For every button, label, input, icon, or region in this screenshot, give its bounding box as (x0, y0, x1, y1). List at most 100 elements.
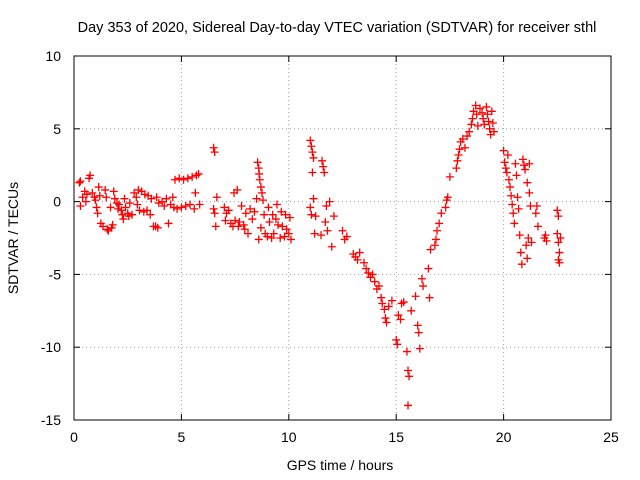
data-point (224, 206, 233, 215)
data-point (94, 183, 103, 192)
data-point (271, 215, 280, 224)
data-point (503, 151, 512, 160)
data-point (243, 229, 252, 238)
data-point (234, 222, 243, 231)
data-point (553, 229, 562, 238)
data-point (237, 201, 246, 210)
y-tick-label: -5 (49, 266, 62, 282)
data-point (120, 194, 129, 203)
data-point (221, 216, 230, 225)
data-point (359, 258, 368, 267)
data-point (414, 328, 423, 337)
data-point (484, 117, 493, 126)
data-point (488, 118, 497, 127)
data-point (524, 234, 533, 242)
data-point (516, 248, 525, 257)
x-tick-label: 5 (178, 429, 186, 445)
data-point (318, 156, 327, 165)
data-point (541, 231, 550, 240)
data-point (308, 148, 317, 157)
data-point (255, 175, 264, 184)
data-point (502, 168, 511, 177)
data-point (175, 174, 184, 183)
data-point (482, 102, 491, 111)
data-point (75, 178, 84, 187)
data-point (487, 107, 496, 116)
y-tick-label: -10 (41, 339, 61, 355)
data-point (405, 372, 414, 381)
data-point (119, 215, 128, 224)
data-point (411, 292, 420, 301)
data-point (531, 209, 540, 218)
data-point (160, 201, 169, 210)
data-point (231, 216, 240, 225)
data-point (471, 101, 480, 110)
y-tick-label: 10 (45, 48, 61, 64)
data-point (485, 124, 494, 133)
data-point (480, 120, 489, 129)
data-point (256, 183, 265, 192)
data-point (308, 168, 317, 177)
data-point (92, 203, 101, 212)
data-point (527, 238, 536, 247)
data-point (515, 231, 524, 240)
data-point (453, 156, 462, 165)
data-point (415, 344, 424, 353)
data-point (441, 203, 450, 212)
data-point (517, 260, 526, 269)
data-point (512, 171, 521, 180)
data-point (355, 248, 364, 257)
data-point (520, 161, 529, 170)
data-point (146, 210, 155, 219)
data-point (404, 366, 413, 375)
data-point (280, 232, 289, 241)
data-point (152, 193, 161, 202)
data-point (425, 293, 434, 302)
data-point (135, 206, 144, 215)
data-point (276, 234, 285, 242)
data-point (323, 226, 332, 235)
data-point (508, 200, 517, 209)
data-point (241, 209, 250, 218)
data-points (75, 101, 565, 410)
data-point (402, 347, 411, 356)
data-point (277, 207, 286, 216)
data-point (211, 222, 220, 231)
data-point (110, 194, 119, 203)
data-point (506, 183, 515, 192)
data-point (106, 203, 115, 212)
data-point (130, 188, 139, 197)
data-point (501, 164, 510, 173)
data-point (210, 209, 219, 218)
data-point (209, 204, 218, 213)
data-point (396, 315, 405, 324)
data-point (233, 185, 242, 194)
data-point (254, 235, 263, 244)
data-point (256, 223, 265, 232)
data-point (463, 132, 472, 141)
data-point (127, 210, 136, 219)
data-point (319, 162, 328, 171)
data-point (192, 171, 201, 180)
data-point (532, 201, 541, 210)
data-point (307, 142, 316, 151)
data-point (460, 143, 469, 152)
data-point (210, 148, 219, 157)
data-point (521, 165, 530, 174)
data-point (248, 215, 257, 224)
data-point (260, 210, 269, 219)
data-point (103, 225, 112, 234)
data-point (473, 121, 482, 130)
data-point (483, 110, 492, 119)
data-point (407, 306, 416, 315)
data-point (195, 200, 204, 209)
data-point (98, 222, 107, 231)
data-point (555, 248, 564, 257)
data-point (173, 204, 182, 213)
data-point (364, 268, 373, 277)
data-point (458, 134, 467, 143)
x-axis-label: GPS time / hours (287, 457, 394, 473)
data-point (465, 127, 474, 136)
data-point (269, 229, 278, 238)
data-point (437, 209, 446, 218)
